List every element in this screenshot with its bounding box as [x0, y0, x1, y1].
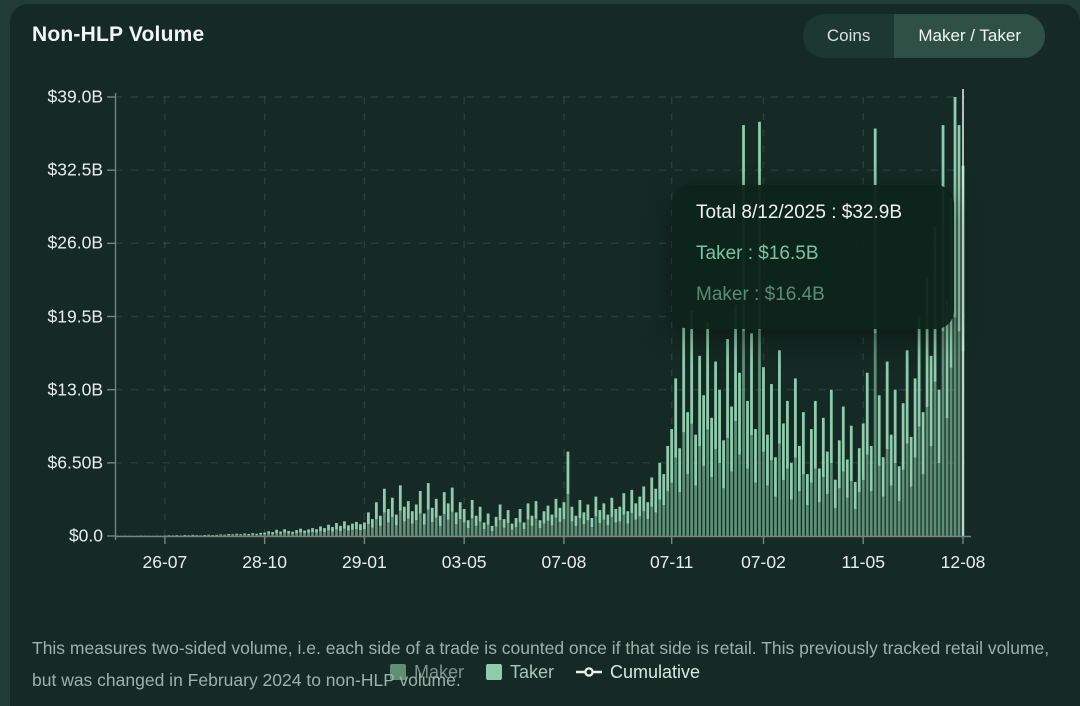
chart-area[interactable]: $0.0 $6.50B $13.0B $19.5B $26.0B $32.5B $39.0B…: [10, 66, 1080, 682]
x-axis-tick-label: 29-01: [342, 552, 387, 572]
chart-title: Non-HLP Volume: [32, 23, 205, 46]
y-axis-tick-label: $26.0B: [47, 232, 103, 253]
x-axis-tick-label: 07-08: [541, 552, 587, 572]
x-axis-tick-label: 07-11: [649, 552, 694, 572]
y-axis-tick-label: $13.0B: [47, 379, 103, 400]
chart-legend: Maker Taker Cumulative: [10, 658, 1080, 686]
taker-swatch-icon: [485, 664, 502, 680]
maker-taker-toggle-button[interactable]: Maker / Taker: [894, 14, 1045, 58]
x-axis-tick-label: 12-08: [940, 552, 986, 572]
hover-tooltip: Total 8/12/2025 : $32.9B Taker : $16.5B …: [672, 185, 954, 329]
legend-label: Taker: [509, 661, 554, 682]
cumulative-line-icon: [575, 667, 602, 677]
legend-item-maker[interactable]: Maker: [389, 661, 464, 683]
legend-label: Maker: [413, 661, 464, 682]
y-axis-tick-label: $0.0: [68, 525, 103, 546]
chart-mode-toggle: Coins Maker / Taker: [802, 14, 1045, 58]
x-axis-tick-label: 26-07: [142, 552, 188, 572]
card-header: Non-HLP Volume Coins Maker / Taker: [10, 4, 1080, 66]
y-axis-tick-label: $32.5B: [47, 159, 103, 180]
bar-plot[interactable]: [107, 89, 971, 544]
maker-swatch-icon: [389, 664, 406, 680]
tooltip-maker: Maker : $16.4B: [696, 284, 825, 305]
y-axis-tick-label: $39.0B: [47, 86, 103, 107]
x-axis-tick-label: 28-10: [242, 552, 288, 572]
x-axis-tick-label: 11-05: [841, 552, 885, 572]
x-axis-tick-label: 03-05: [441, 552, 487, 572]
legend-item-cumulative[interactable]: Cumulative: [575, 661, 701, 683]
y-axis-tick-label: $19.5B: [47, 306, 103, 326]
tooltip-taker: Taker : $16.5B: [696, 243, 819, 264]
legend-label: Cumulative: [609, 661, 701, 682]
tooltip-total: Total 8/12/2025 : $32.9B: [696, 202, 902, 223]
legend-item-taker[interactable]: Taker: [485, 661, 554, 683]
chart-description: This measures two-sided volume, i.e. eac…: [32, 638, 1050, 690]
coins-toggle-button[interactable]: Coins: [803, 14, 894, 58]
chart-card: Non-HLP Volume Coins Maker / Taker $0.0 $…: [10, 4, 1080, 706]
y-axis-tick-label: $6.50B: [47, 452, 103, 473]
x-axis-tick-label: 07-02: [741, 552, 786, 572]
